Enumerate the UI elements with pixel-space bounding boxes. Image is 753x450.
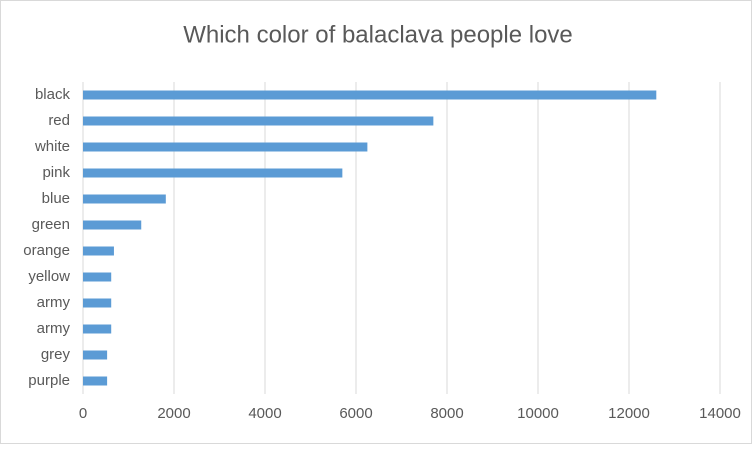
y-tick-label: purple [28,372,70,389]
bar [83,272,112,282]
y-tick-label: orange [23,242,70,259]
y-tick-label: yellow [28,268,70,285]
x-tick-label: 4000 [248,405,281,422]
x-tick-label: 0 [79,405,87,422]
chart-title: Which color of balaclava people love [183,21,573,48]
bar [83,324,112,334]
bar [83,246,114,256]
y-tick-label: pink [42,164,70,181]
bar [83,298,112,308]
x-tick-label: 6000 [339,405,372,422]
x-tick-label: 14000 [699,405,741,422]
x-tick-label: 8000 [430,405,463,422]
bar [83,350,108,360]
y-tick-label: black [35,86,71,103]
bar [83,168,343,178]
x-tick-label: 12000 [608,405,650,422]
bar [83,116,434,126]
bar [83,142,368,152]
bar [83,194,166,204]
bar [83,376,108,386]
y-tick-label: green [32,216,70,233]
bar [83,220,142,230]
y-tick-label: white [34,138,70,155]
y-tick-label: red [48,112,70,129]
y-tick-label: grey [41,346,71,363]
bar [83,90,657,100]
y-tick-label: army [37,320,71,337]
x-tick-label: 10000 [517,405,559,422]
x-tick-label: 2000 [157,405,190,422]
y-tick-label: army [37,294,71,311]
y-tick-label: blue [42,190,70,207]
